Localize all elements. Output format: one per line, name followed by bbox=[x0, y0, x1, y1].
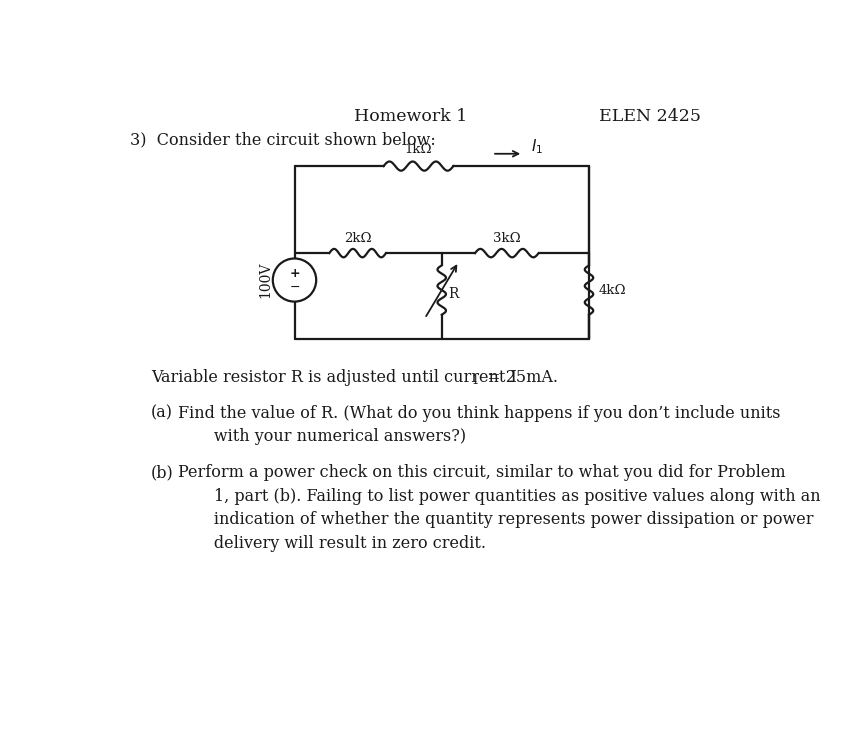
Text: Homework 1: Homework 1 bbox=[354, 108, 467, 125]
Text: R: R bbox=[448, 287, 458, 301]
Text: 3)  Consider the circuit shown below:: 3) Consider the circuit shown below: bbox=[130, 132, 436, 149]
Text: (a): (a) bbox=[151, 405, 173, 422]
Text: Perform a power check on this circuit, similar to what you did for Problem
     : Perform a power check on this circuit, s… bbox=[178, 464, 821, 551]
Text: Variable resistor R is adjusted until current I: Variable resistor R is adjusted until cu… bbox=[151, 369, 517, 386]
Text: 100V: 100V bbox=[258, 262, 272, 298]
Text: = 25mA.: = 25mA. bbox=[482, 369, 558, 386]
Text: 1: 1 bbox=[471, 374, 478, 387]
Text: ELEN 2425: ELEN 2425 bbox=[600, 108, 701, 125]
Text: 4kΩ: 4kΩ bbox=[598, 283, 626, 297]
Text: $I_1$: $I_1$ bbox=[531, 138, 543, 156]
Text: 1kΩ: 1kΩ bbox=[404, 143, 432, 156]
Text: 2kΩ: 2kΩ bbox=[344, 232, 372, 244]
Text: +: + bbox=[289, 266, 299, 280]
Text: (b): (b) bbox=[151, 464, 174, 481]
Text: 3kΩ: 3kΩ bbox=[493, 232, 521, 244]
Text: −: − bbox=[289, 281, 299, 294]
Text: Find the value of R. (What do you think happens if you don’t include units
     : Find the value of R. (What do you think … bbox=[178, 405, 780, 445]
